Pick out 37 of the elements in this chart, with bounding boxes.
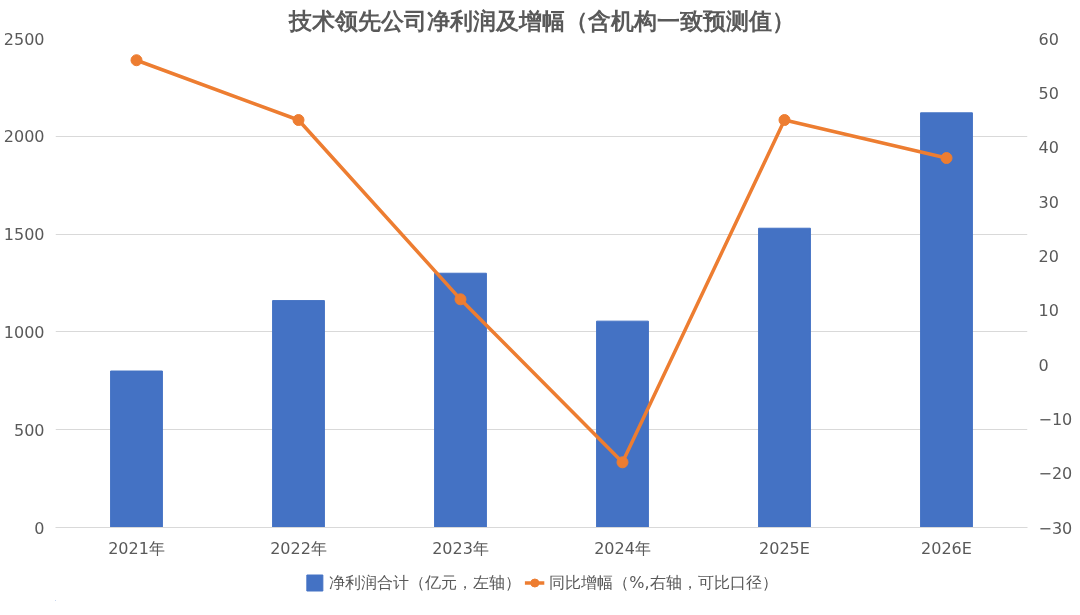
- y-tick-label: 2000: [3, 127, 45, 147]
- y2-tick-label: 30: [1038, 192, 1059, 212]
- y2-tick-label: 40: [1038, 138, 1059, 158]
- x-tick-label: 2023年: [432, 538, 489, 558]
- y2-tick-label: 60: [1038, 29, 1059, 49]
- bar: [110, 370, 163, 528]
- point: [616, 456, 629, 469]
- x-tick-label: 2026E: [921, 538, 972, 558]
- y2-tick-label: 10: [1038, 301, 1059, 321]
- y-tick-label: 1000: [3, 322, 45, 342]
- y2-tick-label: 50: [1038, 83, 1059, 103]
- point: [940, 152, 953, 165]
- y2-tick-label: 20: [1038, 246, 1059, 266]
- legend-label: 同比增幅（%,右轴，可比口径）: [549, 572, 778, 593]
- y-tick-label: 1500: [3, 225, 45, 245]
- x-tick-label: 2025E: [759, 538, 810, 558]
- y2-tick-label: −10: [1038, 409, 1073, 429]
- y-tick-label: 0: [34, 518, 45, 538]
- y-tick-label: 2500: [3, 29, 45, 49]
- bar: [596, 320, 649, 528]
- bar: [758, 227, 811, 528]
- legend-label: 净利润合计（亿元，左轴）: [329, 572, 522, 593]
- x-tick-label: 2024年: [594, 538, 651, 558]
- x-tick-label: 2021年: [108, 538, 165, 558]
- chart-title: 技术领先公司净利润及增幅（含机构一致预测值）: [287, 7, 795, 34]
- bar: [920, 112, 973, 528]
- y-tick-label: 500: [13, 420, 45, 440]
- y2-tick-label: −30: [1038, 518, 1073, 538]
- bar: [272, 300, 325, 528]
- y2-tick-label: 0: [1038, 355, 1049, 375]
- x-tick-label: 2022年: [270, 538, 327, 558]
- bar: [434, 272, 487, 528]
- y2-tick-label: −20: [1038, 464, 1073, 484]
- point: [454, 293, 467, 306]
- point: [778, 114, 791, 126]
- point: [292, 114, 305, 126]
- point: [130, 54, 143, 67]
